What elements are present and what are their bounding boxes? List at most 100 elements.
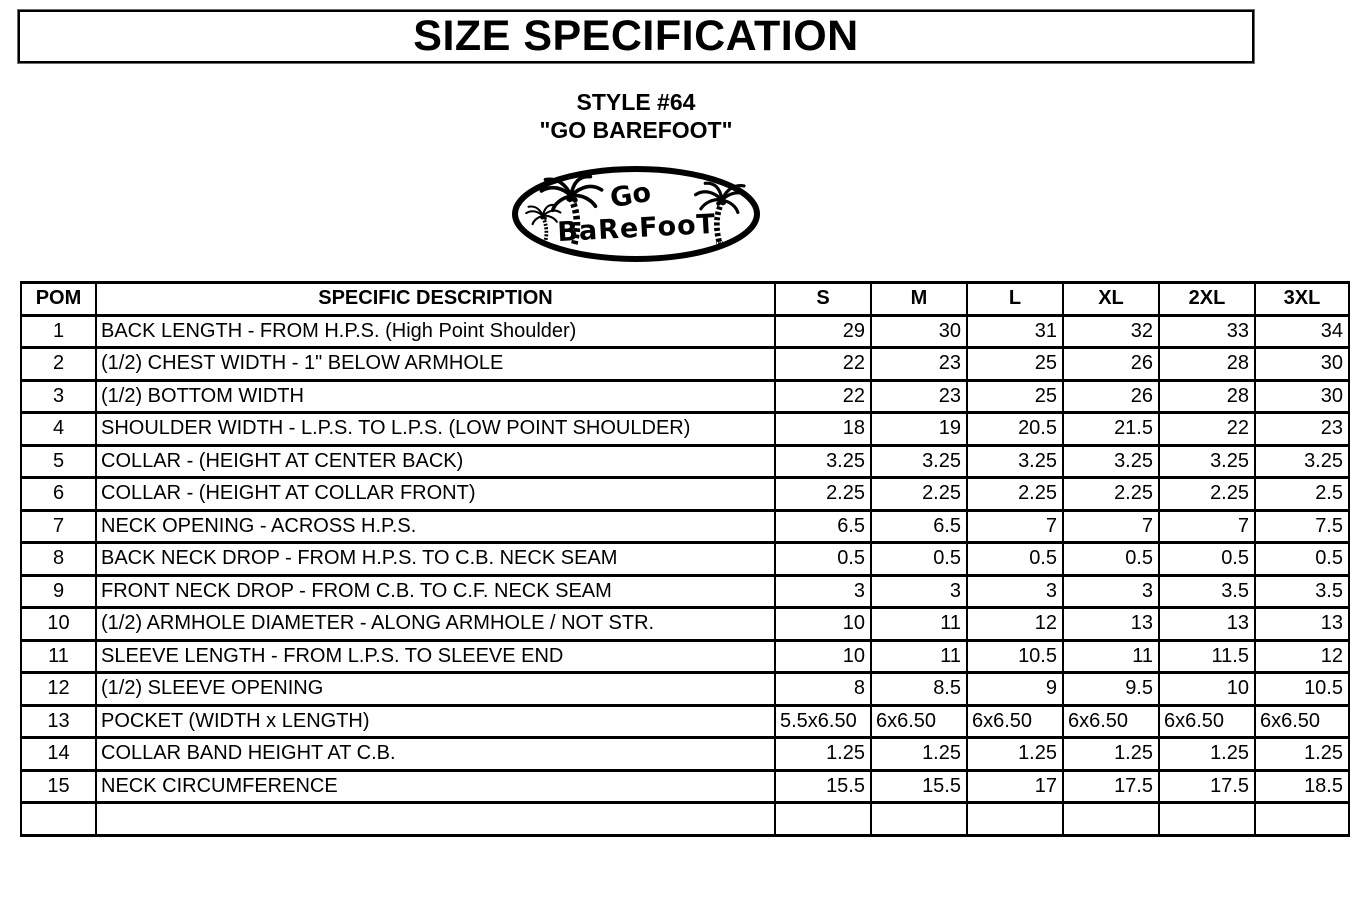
size-value-cell: 11	[870, 638, 968, 674]
size-value-cell: 25	[966, 346, 1064, 382]
size-value-cell: 9	[966, 671, 1064, 707]
size-value-cell: 6x6.50	[1158, 703, 1256, 739]
size-value-cell: 18	[774, 411, 872, 447]
size-value-cell: 6x6.50	[870, 703, 968, 739]
size-value-cell: 29	[774, 313, 872, 349]
size-value-cell: 3.25	[1254, 443, 1350, 479]
size-value-cell: 17.5	[1158, 768, 1256, 804]
size-value-cell: 22	[1158, 411, 1256, 447]
description-cell: COLLAR BAND HEIGHT AT C.B.	[95, 736, 776, 772]
description-cell: COLLAR - (HEIGHT AT CENTER BACK)	[95, 443, 776, 479]
size-value-cell: 25	[966, 378, 1064, 414]
size-value-cell: 10	[774, 606, 872, 642]
pom-cell: 13	[20, 703, 97, 739]
pom-cell: 7	[20, 508, 97, 544]
size-value-cell	[774, 801, 872, 837]
size-value-cell: 30	[1254, 378, 1350, 414]
header-row: POM SPECIFIC DESCRIPTION S M L XL 2XL 3XL	[20, 281, 1350, 317]
size-value-cell: 15.5	[774, 768, 872, 804]
size-value-cell: 26	[1062, 378, 1160, 414]
description-cell: FRONT NECK DROP - FROM C.B. TO C.F. NECK…	[95, 573, 776, 609]
pom-cell: 1	[20, 313, 97, 349]
size-value-cell: 1.25	[1062, 736, 1160, 772]
description-cell: COLLAR - (HEIGHT AT COLLAR FRONT)	[95, 476, 776, 512]
table-row	[20, 801, 1350, 837]
size-value-cell: 2.25	[966, 476, 1064, 512]
size-value-cell: 7	[966, 508, 1064, 544]
table-row: 12 (1/2) SLEEVE OPENING 8 8.5 9 9.5 10 10.5	[20, 671, 1350, 707]
table-row: 5 COLLAR - (HEIGHT AT CENTER BACK) 3.25 3.2…	[20, 443, 1350, 479]
description-cell: BACK NECK DROP - FROM H.P.S. TO C.B. NEC…	[95, 541, 776, 577]
description-cell: (1/2) BOTTOM WIDTH	[95, 378, 776, 414]
pom-cell: 11	[20, 638, 97, 674]
size-value-cell: 3	[774, 573, 872, 609]
pom-cell: 6	[20, 476, 97, 512]
style-number: STYLE #64	[576, 89, 696, 115]
size-value-cell: 0.5	[870, 541, 968, 577]
col-header-3xl: 3XL	[1254, 281, 1350, 317]
size-value-cell: 22	[774, 346, 872, 382]
size-value-cell: 2.5	[1254, 476, 1350, 512]
size-value-cell: 17.5	[1062, 768, 1160, 804]
size-value-cell: 3.25	[1158, 443, 1256, 479]
size-value-cell: 26	[1062, 346, 1160, 382]
size-value-cell: 2.25	[1158, 476, 1256, 512]
logo-wrap: Go BaReFooT ®	[18, 164, 1254, 264]
size-value-cell: 3	[1062, 573, 1160, 609]
table-row: 4 SHOULDER WIDTH - L.P.S. TO L.P.S. (LOW …	[20, 411, 1350, 447]
size-value-cell	[1062, 801, 1160, 837]
go-barefoot-logo: Go BaReFooT ®	[512, 166, 760, 262]
size-value-cell: 1.25	[1254, 736, 1350, 772]
size-value-cell: 1.25	[870, 736, 968, 772]
size-value-cell: 13	[1062, 606, 1160, 642]
size-value-cell: 8.5	[870, 671, 968, 707]
description-cell: (1/2) ARMHOLE DIAMETER - ALONG ARMHOLE /…	[95, 606, 776, 642]
pom-cell: 14	[20, 736, 97, 772]
table-row: 1 BACK LENGTH - FROM H.P.S. (High Point S…	[20, 313, 1350, 349]
description-cell: SHOULDER WIDTH - L.P.S. TO L.P.S. (LOW P…	[95, 411, 776, 447]
size-value-cell: 0.5	[1062, 541, 1160, 577]
spec-table: POM SPECIFIC DESCRIPTION S M L XL 2XL 3XL 1 BACK…	[20, 281, 1350, 837]
pom-cell: 10	[20, 606, 97, 642]
description-cell: NECK CIRCUMFERENCE	[95, 768, 776, 804]
size-value-cell	[966, 801, 1064, 837]
size-value-cell: 6x6.50	[1062, 703, 1160, 739]
table-row: 10 (1/2) ARMHOLE DIAMETER - ALONG ARMHOLE…	[20, 606, 1350, 642]
size-value-cell: 1.25	[774, 736, 872, 772]
size-value-cell: 8	[774, 671, 872, 707]
size-value-cell: 5.5x6.50	[774, 703, 872, 739]
size-value-cell: 15.5	[870, 768, 968, 804]
size-value-cell: 10	[1158, 671, 1256, 707]
size-value-cell: 7.5	[1254, 508, 1350, 544]
size-value-cell: 3.25	[774, 443, 872, 479]
size-value-cell: 28	[1158, 378, 1256, 414]
size-value-cell	[1254, 801, 1350, 837]
col-header-pom: POM	[20, 281, 97, 317]
size-value-cell: 33	[1158, 313, 1256, 349]
table-row: 6 COLLAR - (HEIGHT AT COLLAR FRONT) 2.25 2.…	[20, 476, 1350, 512]
description-cell	[95, 801, 776, 837]
pom-cell: 15	[20, 768, 97, 804]
size-value-cell: 17	[966, 768, 1064, 804]
size-value-cell: 9.5	[1062, 671, 1160, 707]
size-value-cell: 10.5	[966, 638, 1064, 674]
size-value-cell: 20.5	[966, 411, 1064, 447]
size-value-cell: 12	[966, 606, 1064, 642]
pom-cell: 3	[20, 378, 97, 414]
size-value-cell: 11	[1062, 638, 1160, 674]
size-value-cell: 23	[870, 346, 968, 382]
size-value-cell: 31	[966, 313, 1064, 349]
size-value-cell: 13	[1254, 606, 1350, 642]
col-header-l: L	[966, 281, 1064, 317]
description-cell: BACK LENGTH - FROM H.P.S. (High Point Sh…	[95, 313, 776, 349]
size-value-cell: 23	[870, 378, 968, 414]
size-value-cell: 2.25	[870, 476, 968, 512]
size-value-cell: 7	[1062, 508, 1160, 544]
size-value-cell: 10.5	[1254, 671, 1350, 707]
style-name: "GO BAREFOOT"	[539, 117, 733, 143]
table-row: 3 (1/2) BOTTOM WIDTH 22 23 25 26 28 30	[20, 378, 1350, 414]
size-value-cell	[870, 801, 968, 837]
size-value-cell: 23	[1254, 411, 1350, 447]
pom-cell: 12	[20, 671, 97, 707]
